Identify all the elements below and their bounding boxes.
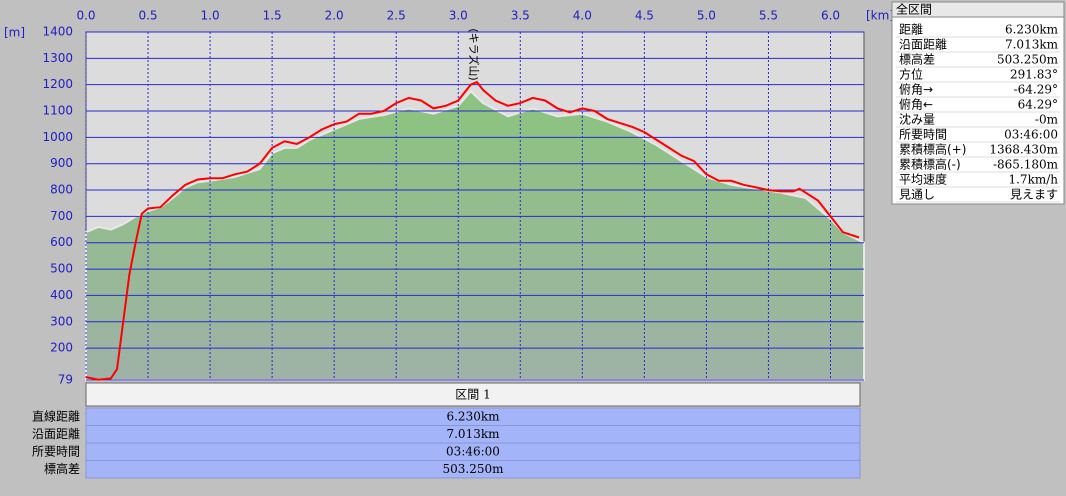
x-tick-label: 5.0 [697, 9, 716, 23]
y-tick-label: 1100 [42, 104, 73, 118]
summary-label: 沿面距離 [899, 38, 947, 52]
summary-panel [891, 1, 1065, 205]
summary-label: 方位 [899, 67, 923, 82]
y-tick-label: 500 [50, 262, 73, 276]
section-label: 直線距離 [32, 409, 80, 424]
section-value: 7.013km [446, 427, 500, 441]
summary-label: 平均速度 [899, 172, 947, 187]
summary-label: 距離 [899, 23, 923, 37]
section-label: 標高差 [44, 461, 80, 476]
summary-label: 俯角→ [899, 82, 933, 97]
x-tick-label: 4.0 [573, 9, 592, 23]
x-tick-label: 3.5 [511, 9, 530, 23]
summary-label: 累積標高(+) [899, 142, 966, 157]
x-tick-label: 2.5 [387, 9, 406, 23]
y-tick-label: 800 [50, 183, 73, 197]
section-table: 直線距離 6.230km 沿面距離 7.013km 所要時間 03:46:00 標高差 503… [32, 407, 861, 479]
summary-value: -64.29° [1014, 83, 1058, 97]
summary-value: -0m [1035, 113, 1059, 127]
summary-label: 見通し [899, 188, 935, 202]
summary-value: 64.29° [1018, 98, 1058, 112]
section-label: 所要時間 [32, 445, 80, 459]
summary-label: 俯角← [899, 97, 933, 112]
y-tick-label: 700 [50, 209, 73, 223]
section-value: 503.250m [442, 462, 504, 476]
x-tick-label: 0.5 [138, 9, 157, 23]
x-tick-label: 0.0 [76, 9, 95, 23]
summary-value: 1.7km/h [1008, 173, 1058, 187]
y-tick-label: 1000 [42, 130, 73, 144]
section-header: 区間 1 [455, 388, 490, 402]
y-tick-label: 1400 [42, 25, 73, 39]
y-tick-label: 1300 [42, 51, 73, 65]
x-tick-label: 4.5 [635, 9, 654, 23]
y-tick-label: 300 [50, 314, 73, 328]
y-tick-label: 200 [50, 341, 73, 355]
y-axis-label: [m] [4, 26, 25, 40]
section-value: 6.230km [446, 410, 500, 424]
section-label: 沿面距離 [32, 427, 80, 441]
summary-title: 全区間 [896, 2, 932, 17]
summary-value: -865.180m [993, 158, 1059, 172]
route-line [85, 80, 860, 381]
x-axis-label: [km] [866, 9, 894, 23]
x-tick-label: 5.5 [759, 9, 778, 23]
section-value: 03:46:00 [446, 445, 500, 459]
summary-label: 標高差 [899, 52, 935, 67]
x-tick-label: 1.5 [263, 9, 282, 23]
section-header-cell [85, 382, 861, 407]
summary-value: 1368.430m [989, 143, 1058, 157]
summary-title-bar [891, 1, 1065, 18]
summary-label: 所要時間 [899, 128, 947, 142]
summary-value: 見えます [1010, 188, 1058, 202]
y-tick-label: 400 [50, 288, 73, 302]
y-tick-label: 79 [58, 373, 73, 387]
summary-value: 03:46:00 [1004, 128, 1058, 142]
x-tick-label: 3.0 [449, 9, 468, 23]
summary-value: 503.250m [997, 53, 1059, 67]
y-tick-label: 600 [50, 235, 73, 249]
x-tick-label: 1.0 [201, 9, 220, 23]
summary-label: 沈み量 [899, 112, 935, 127]
x-tick-label: 2.0 [325, 9, 344, 23]
x-tick-label: 6.0 [821, 9, 840, 23]
summary-value: 6.230km [1005, 23, 1059, 37]
y-tick-label: 1200 [42, 77, 73, 91]
peak-label: (キラズ山) [467, 28, 481, 80]
summary-label: 累積標高(-) [899, 157, 961, 172]
y-tick-label: 900 [50, 156, 73, 170]
summary-value: 291.83° [1010, 68, 1058, 82]
summary-value: 7.013km [1005, 38, 1059, 52]
section-cell [85, 460, 861, 479]
